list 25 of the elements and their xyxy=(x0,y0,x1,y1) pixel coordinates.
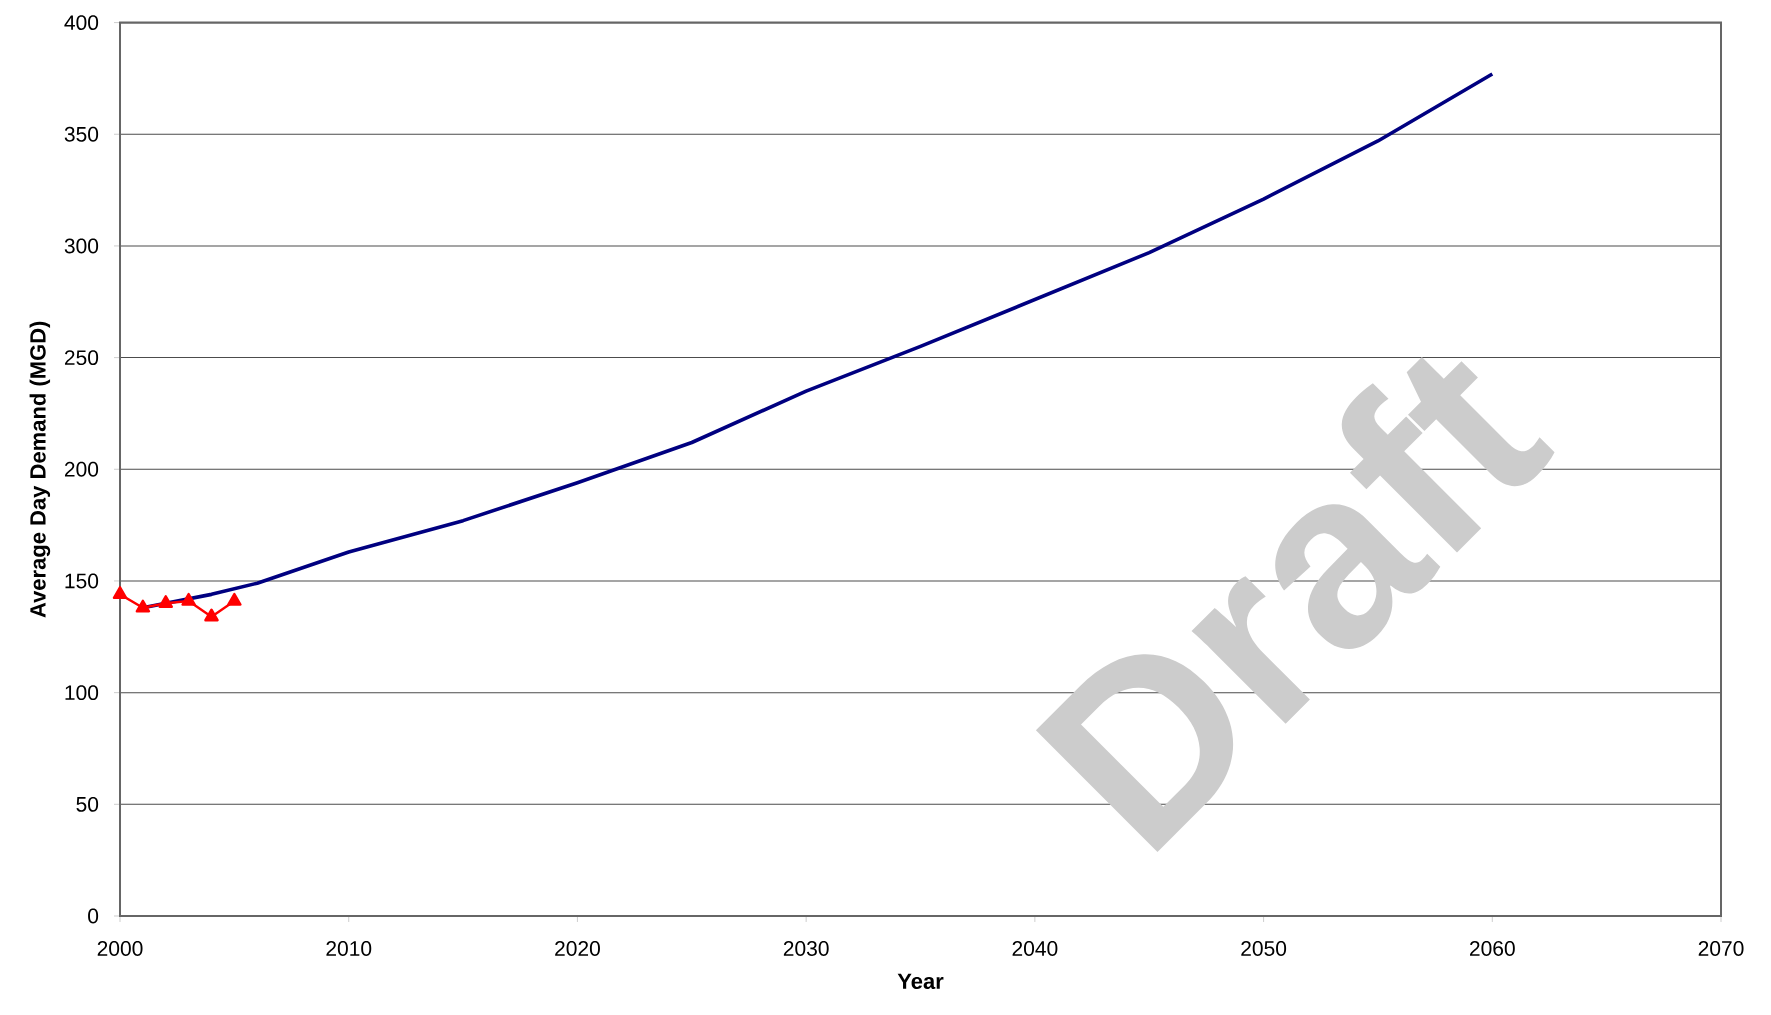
point xyxy=(158,595,174,608)
x-axis-title: Year xyxy=(897,973,944,990)
x-tick-label: 2050 xyxy=(1241,941,1287,956)
y-tick-label: 50 xyxy=(76,796,99,812)
x-tick-label: 2070 xyxy=(1698,941,1744,956)
y-tick-label: 350 xyxy=(64,126,99,142)
y-tick-label: 200 xyxy=(64,461,99,477)
y-tick-label: 400 xyxy=(64,15,99,31)
y-tick-label: 300 xyxy=(64,238,99,254)
x-tick-label: 2020 xyxy=(555,941,600,956)
y-tick-label: 150 xyxy=(65,573,99,589)
y-tick-label: 0 xyxy=(88,908,99,924)
point xyxy=(112,586,128,600)
point xyxy=(181,592,196,606)
point xyxy=(135,599,151,613)
x-tick-label: 2010 xyxy=(326,941,372,956)
x-tick-label: 2030 xyxy=(783,941,829,956)
y-tick-label: 100 xyxy=(65,685,99,701)
y-tick-label: 250 xyxy=(64,350,99,366)
point xyxy=(204,608,219,622)
y-axis-title: Average Day Demand (MGD) xyxy=(29,321,51,618)
x-tick-label: 2040 xyxy=(1012,941,1058,956)
x-tick-label: 2060 xyxy=(1470,941,1515,956)
point xyxy=(227,592,242,606)
x-tick-label: 2000 xyxy=(97,941,143,956)
